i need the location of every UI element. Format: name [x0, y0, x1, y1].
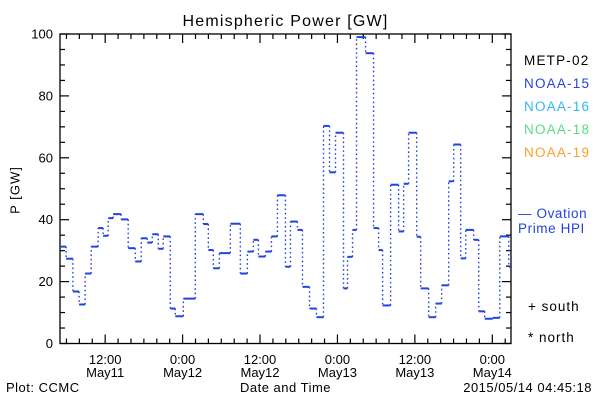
x-tick-date-label: May13 [318, 365, 357, 380]
y-tick-label: 40 [39, 212, 53, 227]
y-tick-label: 0 [46, 336, 53, 351]
legend-item-noaa15: NOAA-15 [524, 76, 591, 91]
plot-timestamp: 2015/05/14 04:45:18 [463, 380, 592, 395]
x-tick-time-label: 0:00 [170, 352, 195, 367]
x-tick-date-label: May13 [395, 365, 434, 380]
line-sample-icon: — [518, 206, 533, 221]
y-tick-label: 20 [39, 274, 53, 289]
x-axis-label: Date and Time [239, 380, 332, 395]
x-tick-time-label: 12:00 [399, 352, 432, 367]
y-tick-label: 100 [31, 27, 53, 42]
y-tick-label: 80 [39, 88, 53, 103]
legend-item-noaa18: NOAA-18 [524, 122, 591, 137]
x-tick-date-label: May12 [163, 365, 202, 380]
x-tick-time-label: 12:00 [244, 352, 277, 367]
legend-item-noaa19: NOAA-19 [524, 145, 591, 160]
x-tick-date-label: May11 [86, 365, 124, 380]
legend-item-metp02: METP-02 [524, 53, 590, 68]
x-tick-time-label: 0:00 [480, 352, 505, 367]
x-tick-date-label: May12 [240, 365, 279, 380]
ovation-legend-line2: Prime HPI [518, 221, 585, 236]
legend-item-noaa16: NOAA-16 [524, 99, 591, 114]
chart-title: Hemispheric Power [GW] [182, 13, 389, 30]
y-tick-label: 60 [39, 150, 53, 165]
ovation-legend-line1: Ovation [536, 206, 588, 221]
y-axis-label: P [GW] [7, 166, 23, 214]
x-tick-date-label: May14 [473, 365, 512, 380]
x-tick-time-label: 0:00 [325, 352, 350, 367]
x-tick-time-label: 12:00 [89, 352, 122, 367]
plot-frame [59, 33, 512, 345]
plot-credit: Plot: CCMC [6, 380, 80, 395]
satellite-legend: METP-02 NOAA-15 NOAA-16 NOAA-18 NOAA-19 [524, 49, 590, 164]
ovation-line-legend: — Ovation Prime HPI [518, 206, 587, 236]
south-marker-legend: + south [528, 299, 580, 314]
north-marker-legend: * north [528, 330, 575, 345]
